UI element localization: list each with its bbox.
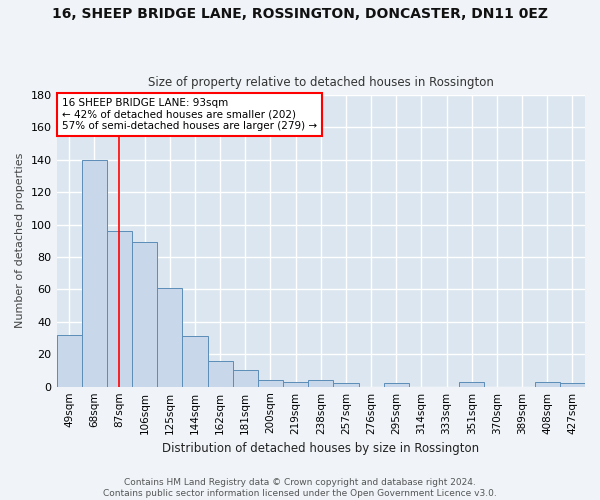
Bar bbox=[157, 288, 182, 386]
Title: Size of property relative to detached houses in Rossington: Size of property relative to detached ho… bbox=[148, 76, 494, 90]
Bar bbox=[283, 382, 308, 386]
Bar bbox=[132, 242, 157, 386]
Bar bbox=[535, 382, 560, 386]
Text: 16, SHEEP BRIDGE LANE, ROSSINGTON, DONCASTER, DN11 0EZ: 16, SHEEP BRIDGE LANE, ROSSINGTON, DONCA… bbox=[52, 8, 548, 22]
Bar bbox=[308, 380, 334, 386]
X-axis label: Distribution of detached houses by size in Rossington: Distribution of detached houses by size … bbox=[162, 442, 479, 455]
Bar bbox=[459, 382, 484, 386]
Bar bbox=[233, 370, 258, 386]
Y-axis label: Number of detached properties: Number of detached properties bbox=[15, 153, 25, 328]
Bar bbox=[56, 335, 82, 386]
Bar bbox=[182, 336, 208, 386]
Bar bbox=[334, 384, 359, 386]
Bar bbox=[82, 160, 107, 386]
Bar bbox=[258, 380, 283, 386]
Bar bbox=[383, 384, 409, 386]
Bar bbox=[107, 231, 132, 386]
Bar bbox=[208, 360, 233, 386]
Bar bbox=[560, 384, 585, 386]
Text: 16 SHEEP BRIDGE LANE: 93sqm
← 42% of detached houses are smaller (202)
57% of se: 16 SHEEP BRIDGE LANE: 93sqm ← 42% of det… bbox=[62, 98, 317, 131]
Text: Contains HM Land Registry data © Crown copyright and database right 2024.
Contai: Contains HM Land Registry data © Crown c… bbox=[103, 478, 497, 498]
